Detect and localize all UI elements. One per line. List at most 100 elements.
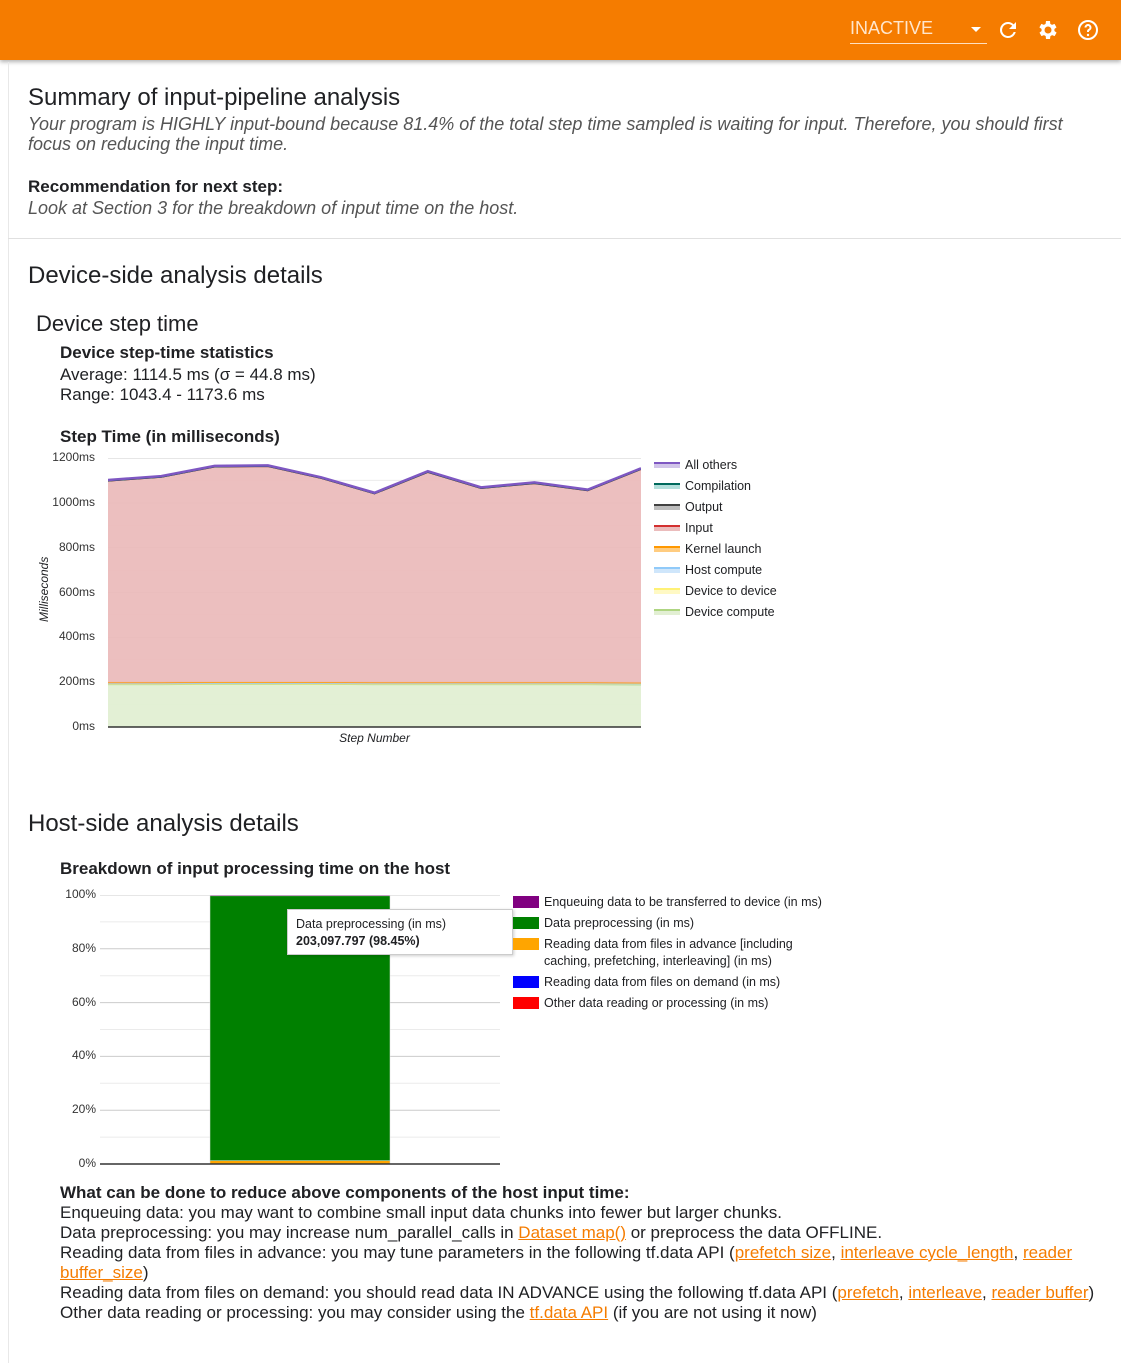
host-chart-title: Breakdown of input processing time on th… [60, 859, 451, 878]
dataset-map-link[interactable]: Dataset map() [518, 1223, 626, 1242]
step-time-chart [108, 458, 641, 728]
y-tick-label: 80% [71, 940, 96, 955]
legend-swatch [654, 545, 680, 552]
reader-buffer-link[interactable]: reader buffer [991, 1283, 1089, 1302]
legend-swatch [654, 482, 680, 489]
interleave-cycle-length-link[interactable]: interleave cycle_length [840, 1243, 1014, 1262]
summary-title: Summary of input-pipeline analysis [28, 84, 401, 111]
legend-label: All others [685, 457, 738, 472]
legend-item[interactable]: Kernel launch [654, 538, 777, 559]
tf-data-api-link[interactable]: tf.data API [529, 1303, 609, 1322]
text: (if you are not using it now) [608, 1303, 817, 1322]
refresh-icon[interactable] [996, 18, 1020, 42]
host-chart-legend: Enqueuing data to be transferred to devi… [513, 894, 833, 1016]
text: Other data reading or processing: you ma… [60, 1303, 530, 1322]
legend-item[interactable]: All others [654, 454, 777, 475]
y-tick-label: 100% [65, 887, 96, 901]
legend-item[interactable]: Device to device [654, 580, 777, 601]
chart-tooltip: Data preprocessing (in ms) 203,097.797 (… [287, 909, 513, 955]
legend-swatch [654, 524, 680, 531]
legend-label: Host compute [685, 562, 763, 577]
legend-label: Device compute [685, 604, 775, 619]
area-device-compute [108, 683, 641, 727]
legend-swatch [654, 461, 680, 468]
advice-title: What can be done to reduce above compone… [60, 1183, 630, 1202]
legend-label: Reading data from files in advance [incl… [544, 937, 793, 968]
legend-item[interactable]: Compilation [654, 475, 777, 496]
device-step-time-title: Device step time [36, 311, 199, 336]
recommendation-label: Recommendation for next step: [28, 177, 284, 196]
legend-label: Input [685, 520, 713, 535]
advice-on-demand: Reading data from files on demand: you s… [60, 1283, 1095, 1302]
step-chart-legend: All others Compilation Output Input Kernel l… [654, 454, 777, 622]
legend-label: Data preprocessing (in ms) [544, 916, 695, 930]
legend-item[interactable]: Input [654, 517, 777, 538]
text: or preprocess the data OFFLINE. [626, 1223, 883, 1242]
legend-swatch [654, 566, 680, 573]
legend-swatch [654, 608, 680, 615]
advice-advance: Reading data from files in advance: you … [60, 1243, 1073, 1282]
legend-swatch [654, 503, 680, 510]
legend-item[interactable]: Other data reading or processing (in ms) [513, 995, 833, 1012]
y-tick-label: 0% [78, 1156, 96, 1170]
legend-label: Device to device [685, 583, 777, 598]
y-tick-label: 0ms [72, 719, 95, 733]
legend-swatch [513, 896, 539, 908]
chevron-down-icon [971, 27, 981, 32]
advice-other: Other data reading or processing: you ma… [60, 1303, 1110, 1323]
y-tick-label: 20% [71, 1102, 96, 1117]
legend-item[interactable]: Host compute [654, 559, 777, 580]
legend-item[interactable]: Enqueuing data to be transferred to devi… [513, 894, 833, 911]
text: ) [142, 1263, 149, 1282]
step-chart-x-label: Step Number [339, 731, 410, 745]
text: Reading data from files in advance: you … [60, 1243, 735, 1262]
y-tick-label: 800ms [58, 539, 95, 554]
top-bar: INACTIVE [0, 0, 1121, 60]
legend-item[interactable]: Output [654, 496, 777, 517]
summary-text: Your program is HIGHLY input-bound becau… [28, 114, 1063, 154]
legend-label: Kernel launch [685, 541, 762, 556]
legend-label: Reading data from files on demand (in ms… [544, 975, 781, 989]
legend-item[interactable]: Device compute [654, 601, 777, 622]
advice-preprocessing: Data preprocessing: you may increase num… [60, 1223, 1110, 1243]
main-content [8, 62, 1121, 1363]
reader-buffer-size-link[interactable]: reader buffer_size [60, 1243, 1073, 1282]
legend-item[interactable]: Reading data from files on demand (in ms… [513, 974, 833, 991]
legend-item[interactable]: Reading data from files in advance [incl… [513, 936, 833, 970]
y-tick-label: 60% [71, 994, 96, 1009]
text: ) [1088, 1283, 1095, 1302]
interleave-link[interactable]: interleave [908, 1283, 983, 1302]
device-section-title: Device-side analysis details [28, 262, 323, 289]
tooltip-label: Data preprocessing (in ms) [296, 917, 447, 931]
run-selector-value: INACTIVE [850, 18, 934, 38]
y-tick-label: 400ms [58, 629, 95, 644]
host-section-title: Host-side analysis details [28, 810, 299, 837]
help-icon[interactable] [1076, 18, 1100, 42]
stats-average: Average: 1114.5 ms (σ = 44.8 ms) [60, 365, 316, 384]
run-selector[interactable]: INACTIVE [850, 18, 987, 44]
host-advice: What can be done to reduce above compone… [60, 1183, 1110, 1323]
line-all-others [108, 464, 641, 495]
y-tick-label: 1200ms [52, 450, 95, 464]
settings-icon[interactable] [1036, 18, 1060, 42]
area-input [108, 466, 641, 683]
legend-swatch [513, 976, 539, 988]
prefetch-size-link[interactable]: prefetch size [734, 1243, 832, 1262]
step-chart-title: Step Time (in milliseconds) [60, 427, 280, 446]
bar-segment [209, 895, 391, 897]
legend-label: Output [685, 499, 723, 514]
tooltip-value: 203,097.797 (98.45%) [296, 934, 420, 948]
legend-swatch [513, 917, 539, 929]
legend-label: Other data reading or processing (in ms) [544, 996, 769, 1010]
advice-enqueue: Enqueuing data: you may want to combine … [60, 1203, 782, 1222]
y-tick-label: 600ms [58, 584, 95, 599]
legend-swatch [513, 997, 539, 1009]
text: Data preprocessing: you may increase num… [60, 1223, 519, 1242]
legend-item[interactable]: Data preprocessing (in ms) [513, 915, 833, 932]
step-chart-y-label: Milliseconds [37, 556, 51, 622]
recommendation-text: Look at Section 3 for the breakdown of i… [28, 198, 519, 218]
prefetch-link[interactable]: prefetch [837, 1283, 899, 1302]
legend-label: Compilation [685, 478, 752, 493]
y-tick-label: 1000ms [52, 494, 95, 509]
divider [8, 238, 1121, 239]
